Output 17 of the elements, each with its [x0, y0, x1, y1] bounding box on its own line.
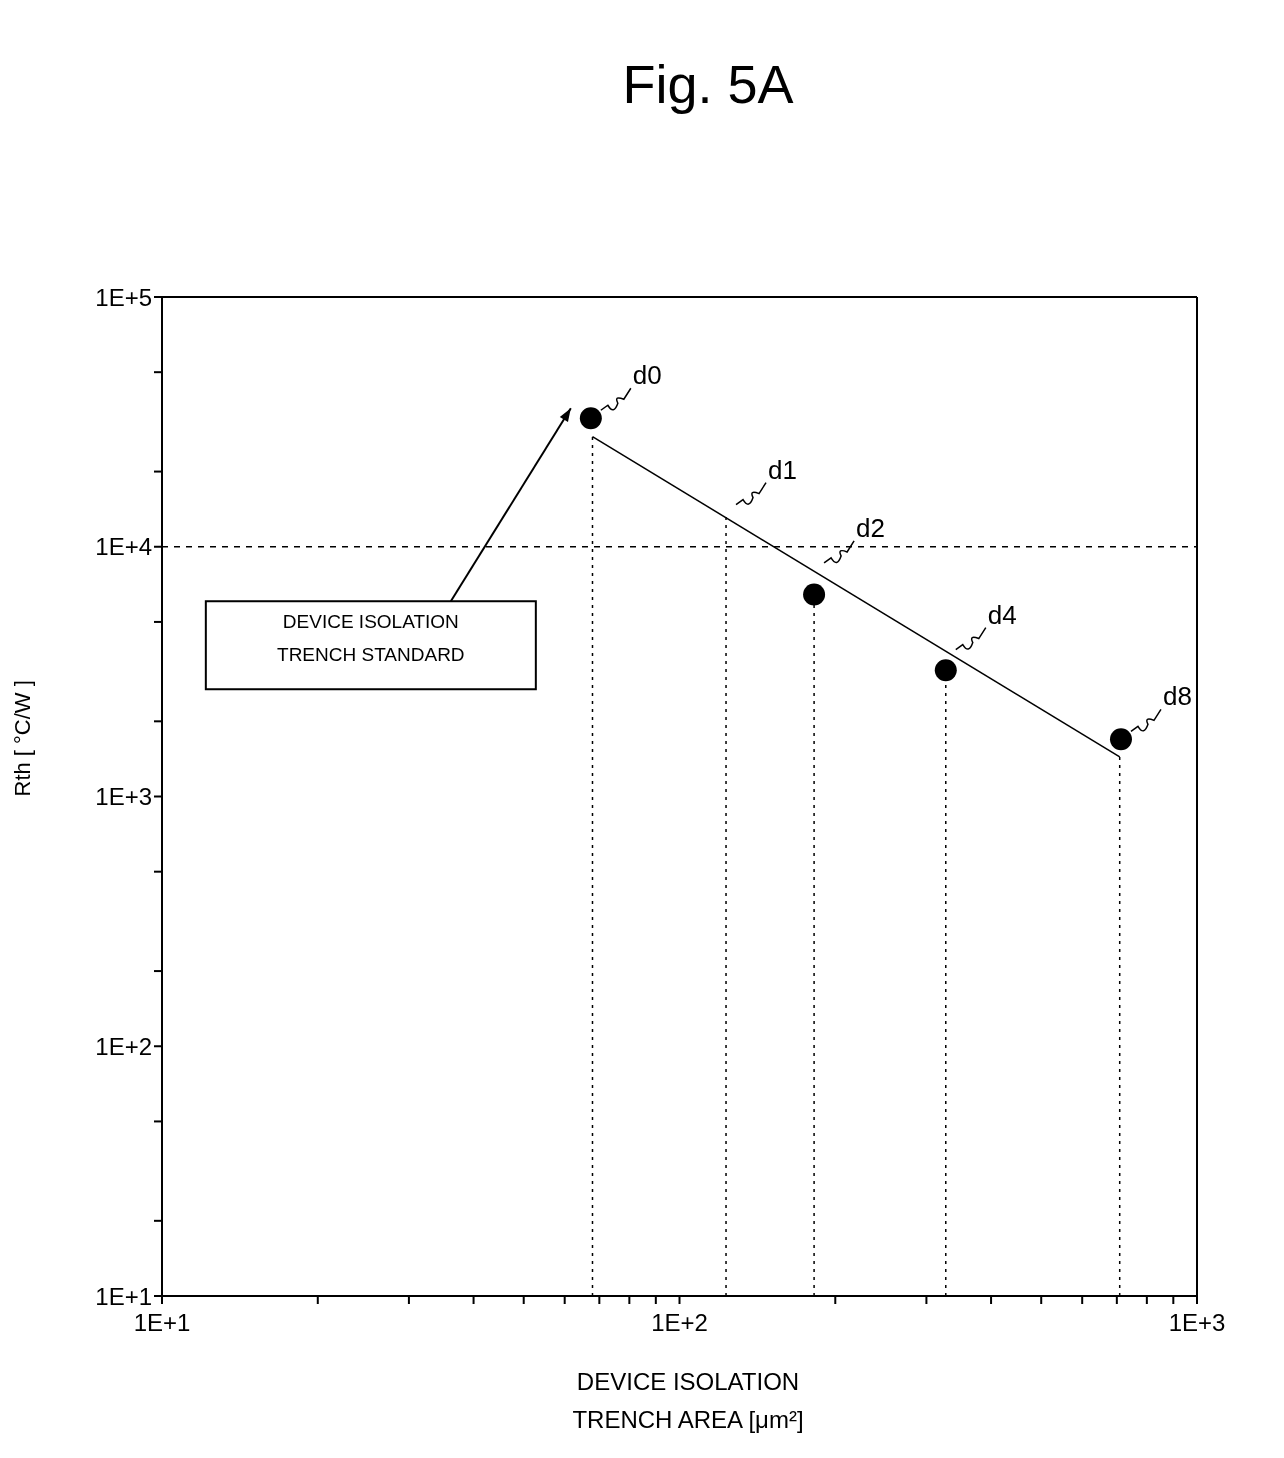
annotation: d1 — [768, 454, 797, 485]
x-axis-title: DEVICE ISOLATION TRENCH AREA [μm²] — [571, 1367, 805, 1435]
chart-title: Fig. 5A — [621, 53, 795, 115]
annotation: d4 — [987, 599, 1017, 630]
x-tick-label: 1E+3 — [1168, 1309, 1226, 1337]
annotation: d0 — [632, 360, 662, 391]
y-axis-title: Rth [ °C/W ] — [9, 680, 35, 797]
x-tick-label: 1E+2 — [651, 1309, 708, 1337]
y-tick-label: 1E+4 — [95, 533, 152, 561]
y-tick-label: 1E+2 — [95, 1032, 152, 1060]
y-tick-label: 1E+5 — [95, 283, 152, 311]
x-tick-label: 1E+1 — [133, 1309, 191, 1337]
y-tick-label: 1E+1 — [95, 1282, 152, 1310]
y-tick-label: 1E+3 — [95, 783, 152, 811]
annotation: d8 — [1162, 681, 1192, 712]
annotation: DEVICE ISOLATION TRENCH STANDARD — [277, 611, 465, 666]
annotation: d2 — [856, 512, 886, 543]
